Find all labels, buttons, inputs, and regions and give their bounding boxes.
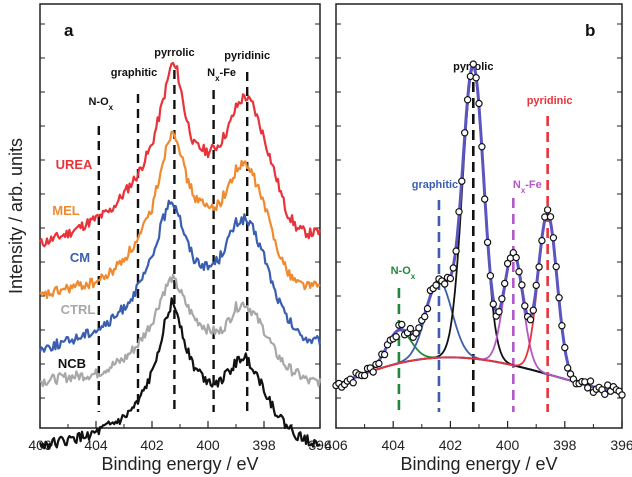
panel-b-data-point	[441, 280, 449, 288]
panel-b-data-point	[415, 324, 423, 332]
panel-b-data-point	[472, 74, 480, 82]
panel-b-data-point	[360, 371, 369, 380]
panel-a-series-label: UREA	[56, 157, 93, 172]
panel-a-ref-label: Nx-Fe	[207, 67, 236, 83]
panel-b-xtick-label: 400	[496, 437, 520, 453]
panel-b-data-point	[503, 259, 512, 268]
panel-b-data-point	[552, 262, 560, 271]
panel-b-data-point	[501, 279, 509, 288]
panel-b-data-point	[586, 377, 595, 385]
panel-b-ref-label: Nx-Fe	[513, 179, 542, 195]
panel-a-series-urea	[38, 61, 322, 248]
panel-a-series-label: NCB	[58, 356, 86, 371]
panel-b-data-point	[452, 247, 460, 255]
panel-b-data-point	[406, 324, 415, 333]
panel-b-data-point	[369, 368, 377, 376]
panel-b-xtick-label: 406	[324, 437, 348, 453]
panel-a-series-ncb	[38, 297, 321, 450]
panel-b-data-point	[489, 300, 497, 308]
panel-b-data-point	[380, 350, 389, 359]
panel-a-series-ctrl	[39, 273, 322, 388]
panel-b-data-point	[535, 263, 543, 271]
panel-a: 406 404 402 400 398 396N-OxgraphiticpyrrolicN…	[28, 23, 332, 453]
panel-b-data-point	[601, 390, 609, 398]
panel-b-data-point	[495, 308, 503, 316]
panel-b-data-point	[529, 306, 538, 314]
panel-a-series-label: CTRL	[61, 302, 96, 317]
panel-b-data-point	[546, 213, 555, 221]
panel-a-xtick-label: 398	[252, 437, 276, 453]
panel-b-data-point	[515, 268, 523, 276]
panel-b-data-point	[446, 274, 455, 283]
panel-b-data-point	[532, 281, 540, 290]
panel-b-data-point	[455, 208, 463, 216]
panel-b-data-point	[421, 312, 429, 321]
panel-b-data-point	[458, 177, 466, 185]
panel-b-data-point	[564, 364, 572, 372]
panel-b-data-point	[449, 264, 457, 272]
panel-b-xlabel: Binding energy / eV	[400, 454, 557, 474]
panel-a-series-cm	[38, 199, 322, 353]
panel-b-xtick-label: 402	[439, 437, 463, 453]
panel-b-component	[335, 280, 622, 392]
panel-b-data-point	[423, 304, 432, 313]
panel-b-xtick-label: 396	[610, 437, 632, 453]
panel-b-data-point	[478, 142, 486, 151]
panel-b-data-point	[549, 234, 558, 242]
panel-b-component	[335, 251, 622, 392]
panel-b-data-point	[561, 343, 569, 352]
panel-b-data-point	[432, 281, 440, 289]
panel-a-xtick-label: 402	[140, 437, 164, 453]
panel-b-data-point	[469, 60, 477, 68]
panel-b-data-point	[526, 316, 535, 324]
panel-a-ylabel: Intensity / arb. units	[6, 138, 26, 294]
panel-a-series-label: CM	[70, 250, 90, 265]
panel-b-data-point	[538, 236, 546, 245]
panel-a-xlabel: Binding energy / eV	[101, 454, 258, 474]
panel-a-letter: a	[64, 21, 74, 40]
panel-b-data-point	[392, 333, 400, 341]
panel-b-xtick-label: 398	[553, 437, 577, 453]
panel-b-data-point	[463, 96, 472, 104]
panel-b: 406404402400398396N-OxgraphiticpyrrolicN…	[324, 23, 632, 453]
panel-a-xtick-label: 404	[84, 437, 108, 453]
panel-a-series-mel	[39, 130, 321, 299]
panel-b-data-point	[558, 322, 566, 330]
panel-b-data-point	[518, 281, 526, 289]
panel-a-series-label: MEL	[52, 203, 80, 218]
panel-a-xtick-label: 400	[196, 437, 220, 453]
panel-b-data-point	[475, 99, 483, 108]
panel-b-ref-label: graphitic	[412, 179, 458, 191]
panel-b-data-point	[521, 302, 529, 310]
panel-b-data-point	[349, 379, 357, 387]
panel-a-ref-label: N-Ox	[88, 96, 113, 112]
panel-b-letter: b	[585, 21, 595, 40]
panel-b-data-point	[543, 206, 552, 214]
panel-b-data-point	[486, 272, 495, 280]
panel-b-data-point	[618, 391, 626, 399]
panel-b-data-point	[555, 294, 563, 302]
panel-b-data-point	[498, 295, 506, 303]
panel-b-data-point	[375, 359, 383, 368]
panel-b-data-point	[512, 253, 520, 262]
panel-b-ref-label: N-Ox	[391, 265, 416, 281]
panel-b-data-point	[398, 320, 406, 329]
panel-a-ref-label: pyrrolic	[154, 47, 194, 59]
panel-b-envelope	[335, 62, 622, 393]
panel-b-xtick-label: 404	[382, 437, 406, 453]
panel-a-ref-label: pyridinic	[224, 50, 270, 62]
panel-b-data-point	[461, 129, 469, 137]
panel-b-data-point	[481, 195, 489, 203]
panel-b-data-point	[584, 384, 592, 392]
panel-b-ref-label: pyridinic	[527, 95, 573, 107]
panel-b-data-point	[483, 238, 492, 247]
panel-a-ref-label: graphitic	[111, 67, 157, 79]
